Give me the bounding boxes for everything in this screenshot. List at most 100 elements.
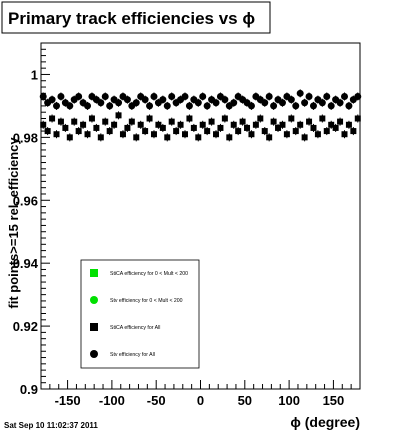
data-point [350,128,357,135]
data-point [102,118,109,125]
data-point [115,99,123,107]
data-point [248,131,255,138]
data-point [177,121,184,128]
data-point [155,121,162,128]
data-point [146,102,154,110]
data-point [106,128,113,135]
data-point [296,89,304,97]
data-point [301,99,309,107]
data-point [40,121,47,128]
data-point [305,92,313,100]
data-point [150,131,157,138]
data-point [345,102,353,110]
y-tick-label: 0.9 [20,382,38,397]
y-axis-label: fit points>=15 rel. efficiency [6,137,21,309]
timestamp: Sat Sep 10 11:02:37 2011 [4,421,98,430]
legend-marker [90,269,98,277]
data-point [323,92,331,100]
data-point [354,115,361,122]
data-point [252,121,259,128]
data-point [341,131,348,138]
data-point [340,92,348,100]
data-point [66,102,74,110]
data-point [141,96,149,104]
data-point [288,115,295,122]
legend-box [80,259,200,369]
data-point [230,121,237,128]
data-point [163,102,171,110]
data-point [168,118,175,125]
data-series-layer [39,89,362,142]
data-point [301,134,308,141]
data-point [124,124,131,131]
data-point [270,118,277,125]
data-point [204,128,211,135]
data-point [230,99,238,107]
data-point [265,92,273,100]
data-point [226,134,233,141]
legend-marker [90,296,98,304]
data-point [328,121,335,128]
legend-entries: StiCA efficiency for 0 < Mult < 200 Stv e… [90,269,188,358]
data-point [261,128,268,135]
data-point [283,131,290,138]
data-point [101,92,109,100]
data-point [266,134,273,141]
data-point [318,99,326,107]
data-point [62,124,69,131]
x-axis-tick-labels: -150 -100 -50 0 50 100 150 [55,393,345,408]
data-point [345,121,352,128]
data-point [106,102,114,110]
y-tick-label: 0.96 [13,193,38,208]
data-point [337,118,344,125]
y-axis-tick-labels: 0.9 0.92 0.94 0.96 0.98 1 [13,67,39,397]
data-point [195,134,202,141]
data-point [261,99,269,107]
data-point [84,102,92,110]
y-tick-label: 0.92 [13,319,38,334]
data-point [310,124,317,131]
data-point [221,96,229,104]
x-tick-label: 0 [197,393,204,408]
data-point [88,115,95,122]
data-point [194,99,202,107]
x-tick-label: 150 [323,393,345,408]
data-point [323,128,330,135]
data-point [75,92,83,100]
data-point [164,134,171,141]
data-point [123,96,131,104]
data-point [212,99,220,107]
data-point [142,128,149,135]
data-point [133,134,140,141]
legend-marker [90,350,98,358]
data-point [84,131,91,138]
data-point [186,115,193,122]
data-point [53,102,61,110]
data-point [221,115,228,122]
x-tick-label: -100 [99,393,125,408]
data-point [181,92,189,100]
data-point [336,99,344,107]
data-point [275,124,282,131]
data-point [309,102,317,110]
x-tick-label: -150 [55,393,81,408]
x-axis-ticks [40,380,361,389]
data-point [97,99,105,107]
data-point [278,99,286,107]
data-point [292,128,299,135]
data-point [270,102,278,110]
x-tick-label: -50 [147,393,166,408]
legend-label: StiCA efficiency for All [110,325,160,331]
data-point [173,128,180,135]
data-point [247,102,255,110]
data-point [159,96,167,104]
data-point [97,134,104,141]
data-point [217,124,224,131]
data-point [168,92,176,100]
data-point [279,121,286,128]
series-2 [40,111,361,142]
data-point [354,92,362,100]
data-point [48,96,56,104]
data-point [306,118,313,125]
